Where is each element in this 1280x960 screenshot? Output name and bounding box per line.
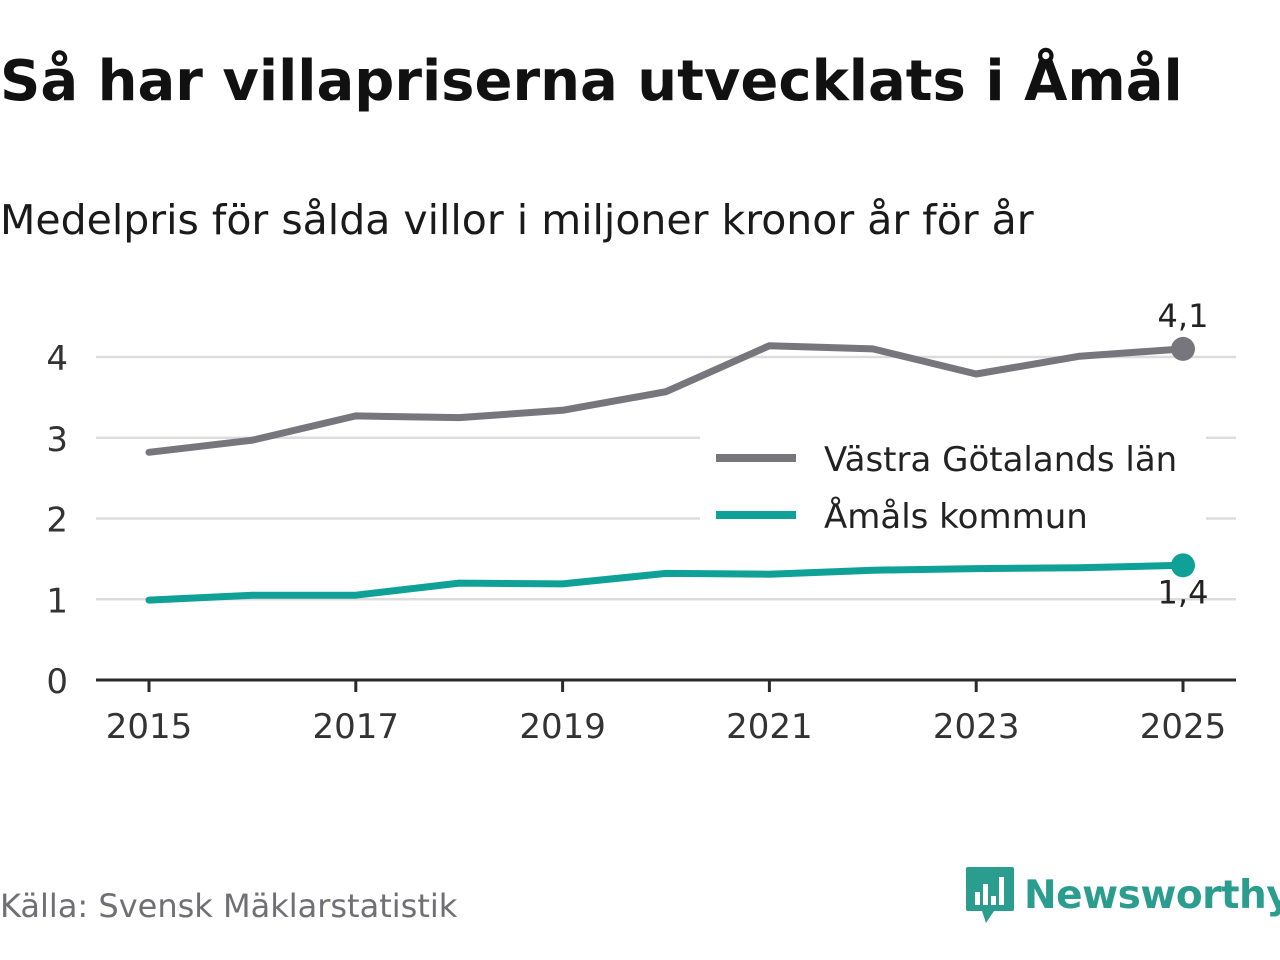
y-tick-label: 0 [46,662,68,702]
series-line-amal [145,561,1187,604]
x-tick-label: 2025 [1140,707,1227,747]
y-tick-label: 2 [46,501,68,541]
end-value-label: 1,4 [1158,573,1209,611]
y-tick-label: 1 [46,581,68,621]
x-tick-label: 2017 [313,707,400,747]
legend-label: Västra Götalands län [824,440,1177,480]
series-end-point [1171,553,1195,578]
x-tick-label: 2015 [106,707,193,747]
x-tick-label: 2019 [519,707,606,747]
y-tick-label: 3 [46,420,68,460]
y-tick-label: 4 [46,339,68,379]
series-end-point [1171,336,1195,361]
chart-title: Så har villapriserna utvecklats i Åmål [0,49,1183,114]
x-tick-label: 2023 [933,707,1020,747]
legend-background [700,426,1206,544]
legend-label: Åmåls kommun [824,496,1088,537]
series-line-vastra-gotaland [145,342,1187,456]
x-tick-label: 2021 [726,707,813,747]
line-chart: 0 1 2 3 4 2015 2017 2019 2021 2023 2025 4,1 1,4 Västr… [46,297,1236,747]
brand-name: Newsworthy [1024,873,1280,918]
newsworthy-brand: Newsworthy [964,864,1280,928]
chart-subtitle: Medelpris för sålda villor i miljoner kr… [0,196,1034,244]
end-value-label: 4,1 [1158,297,1209,335]
source-note: Källa: Svensk Mäklarstatistik [0,887,458,925]
newsworthy-logo-icon [966,867,1014,923]
